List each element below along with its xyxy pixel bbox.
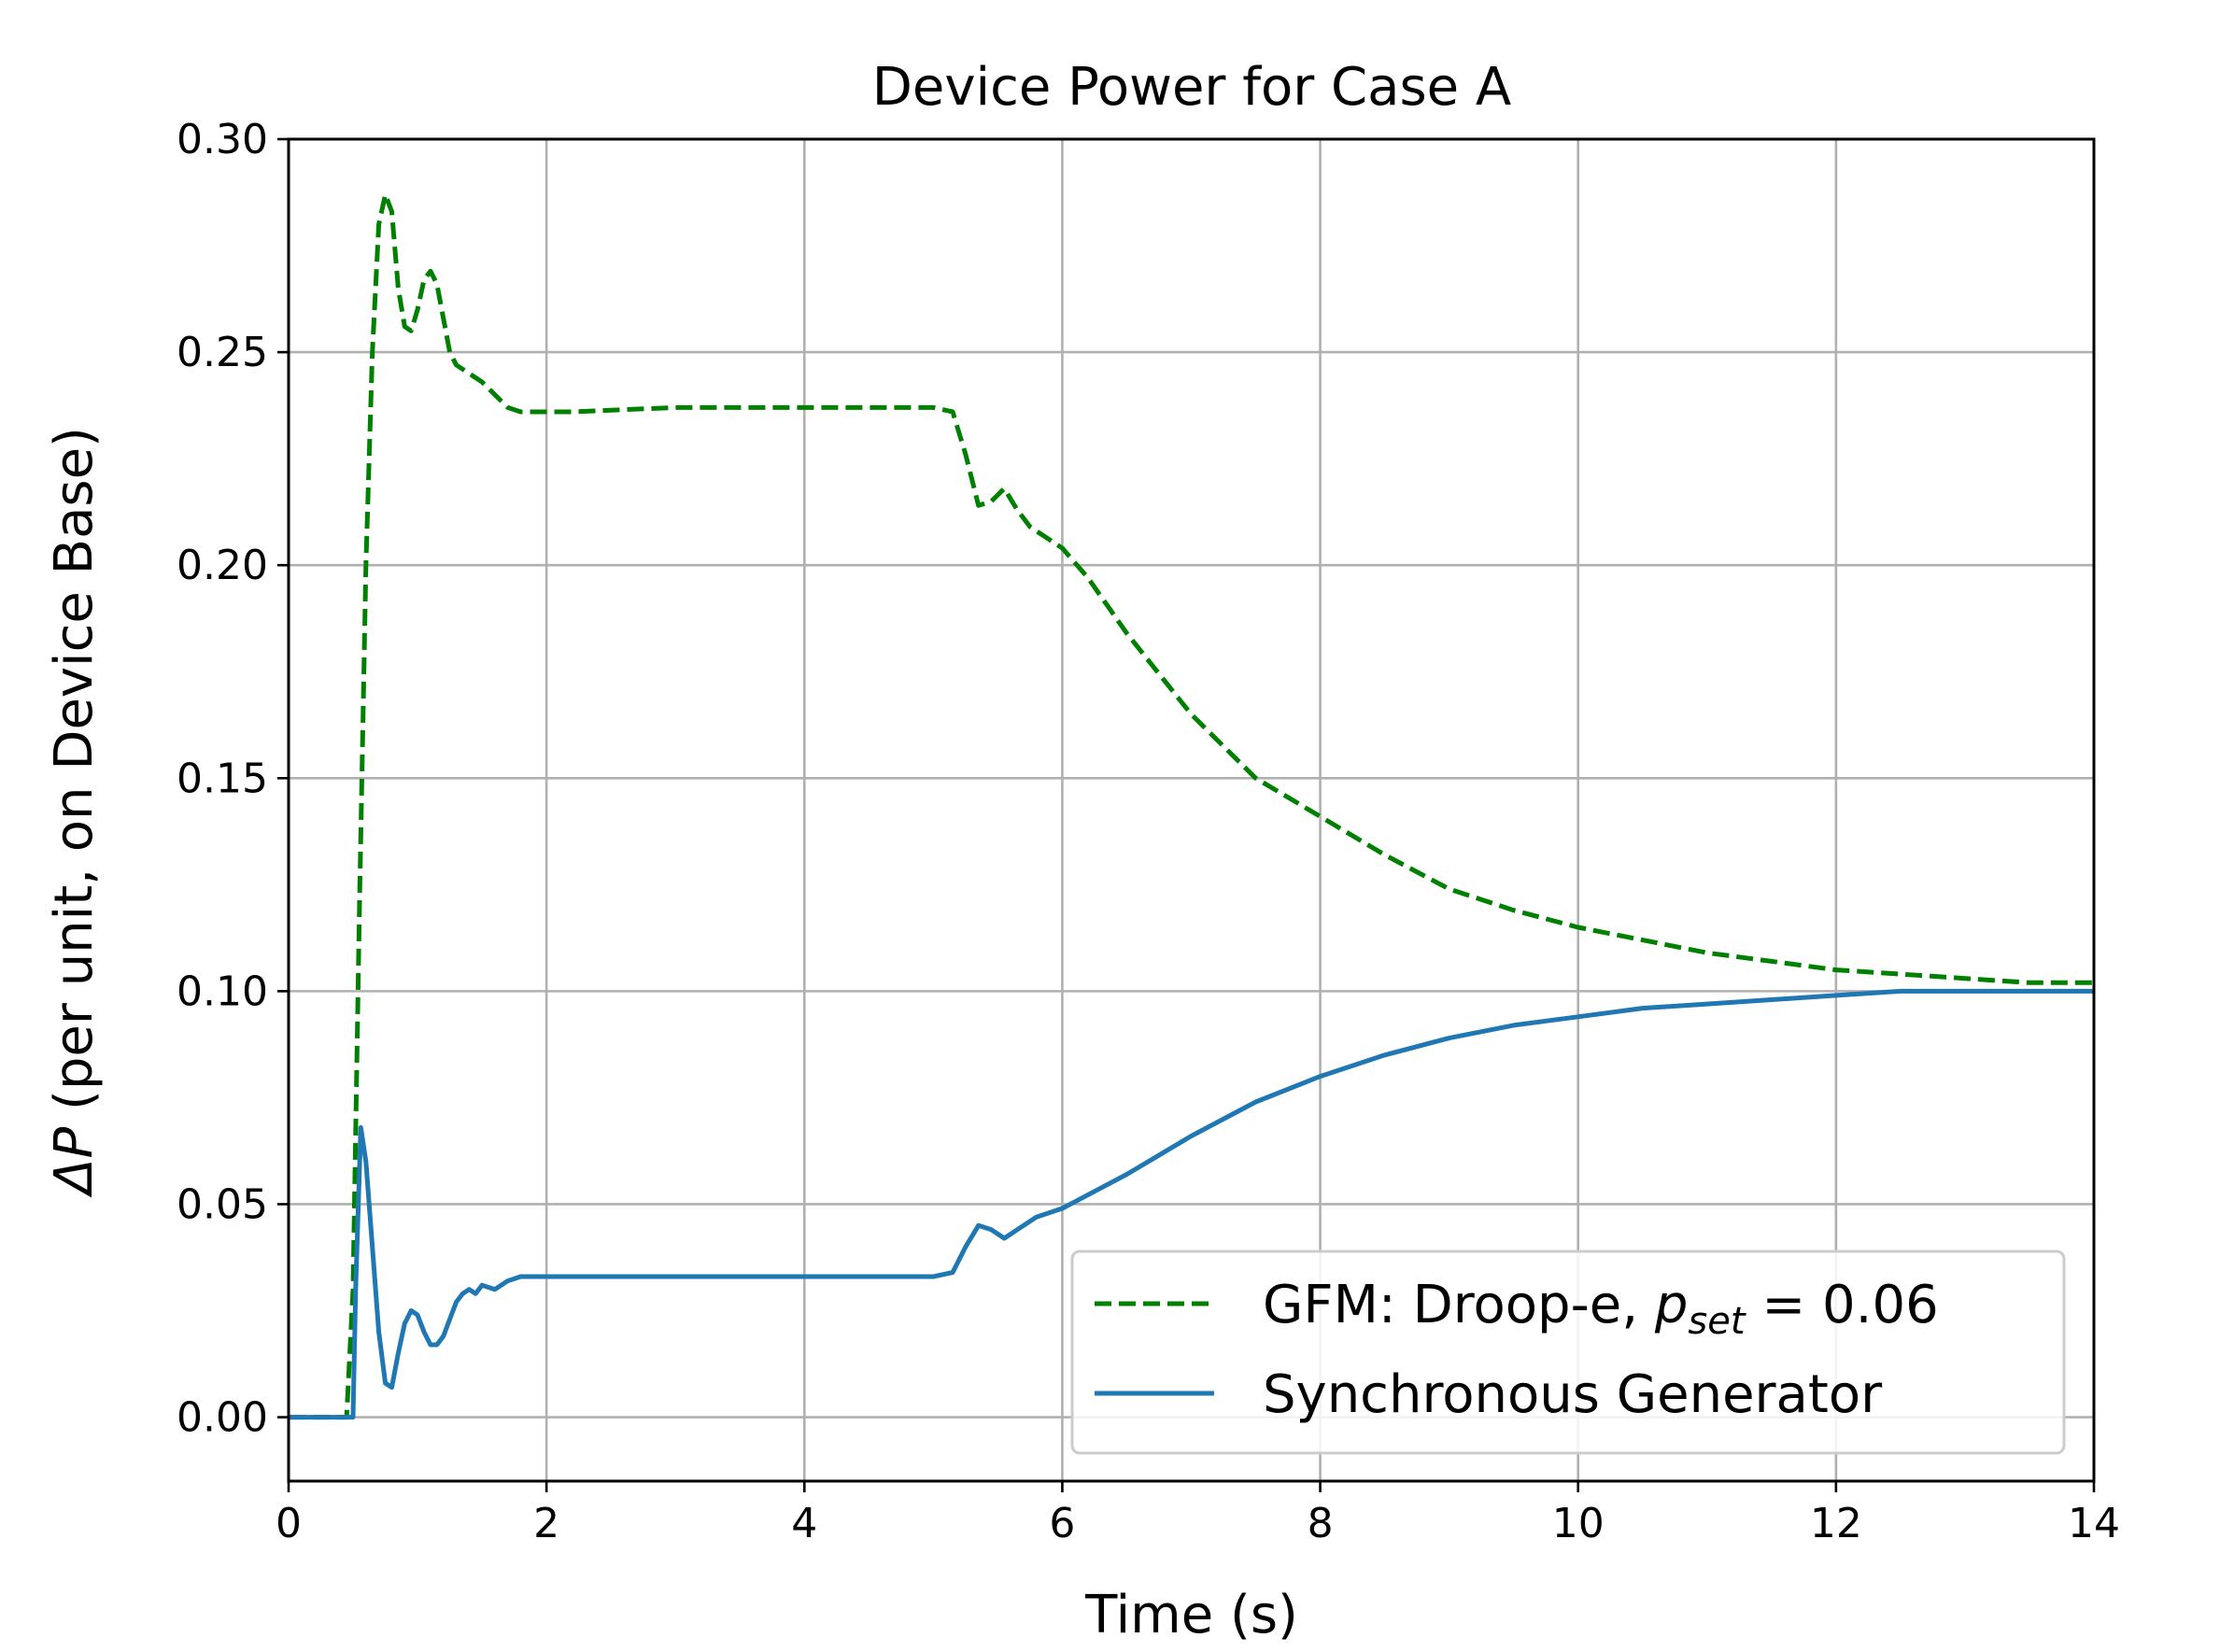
- y-axis-symbol: ΔP: [44, 1127, 105, 1198]
- y-axis-text: (per unit, on Device Base): [44, 427, 105, 1127]
- x-tick-label-3: 6: [1049, 1500, 1075, 1547]
- y-tick-label-5: 0.25: [177, 329, 268, 376]
- series-line-1: [289, 988, 2094, 1420]
- y-tick-label-6: 0.30: [177, 116, 268, 163]
- legend-gfm-symbol: p: [1654, 1275, 1689, 1335]
- legend-label-synchronous-generator: Synchronous Generator: [1263, 1364, 1883, 1425]
- chart-title: Device Power for Case A: [872, 57, 1511, 118]
- x-tick-label-4: 8: [1308, 1500, 1334, 1547]
- legend: GFM: Droop-e, pset = 0.06 Synchronous Ge…: [1070, 1250, 2066, 1455]
- y-tick-label-4: 0.20: [177, 542, 268, 589]
- plot-frame: [287, 137, 2096, 1483]
- y-axis-label: ΔP (per unit, on Device Base): [44, 427, 105, 1198]
- series-line-0: [289, 191, 2094, 1420]
- x-tick-label-5: 10: [1552, 1500, 1605, 1547]
- y-tick-label-3: 0.15: [177, 755, 268, 802]
- x-axis-label: Time (s): [1084, 1585, 1298, 1645]
- legend-gfm-subscript: set: [1688, 1300, 1746, 1343]
- y-tick-label-2: 0.10: [177, 967, 268, 1015]
- legend-box: [1070, 1250, 2066, 1455]
- series-layer: [289, 191, 2094, 1420]
- legend-label-gfm: GFM: Droop-e, pset = 0.06: [1263, 1275, 1939, 1343]
- y-tick-label-1: 0.05: [177, 1180, 268, 1228]
- y-tick-label-0: 0.00: [177, 1394, 268, 1442]
- legend-gfm-prefix: GFM: Droop-e,: [1263, 1275, 1655, 1335]
- x-tick-label-6: 12: [1810, 1500, 1862, 1547]
- x-tick-label-7: 14: [2068, 1500, 2120, 1547]
- x-tick-label-0: 0: [276, 1500, 302, 1547]
- legend-gfm-suffix: = 0.06: [1746, 1275, 1939, 1335]
- tick-layer: 0 2 4 6 8 10 12 14 0.00 0.05 0.10 0.15 0.20 0.25 0.30: [177, 116, 2120, 1547]
- x-tick-label-1: 2: [533, 1500, 559, 1547]
- x-tick-label-2: 4: [791, 1500, 817, 1547]
